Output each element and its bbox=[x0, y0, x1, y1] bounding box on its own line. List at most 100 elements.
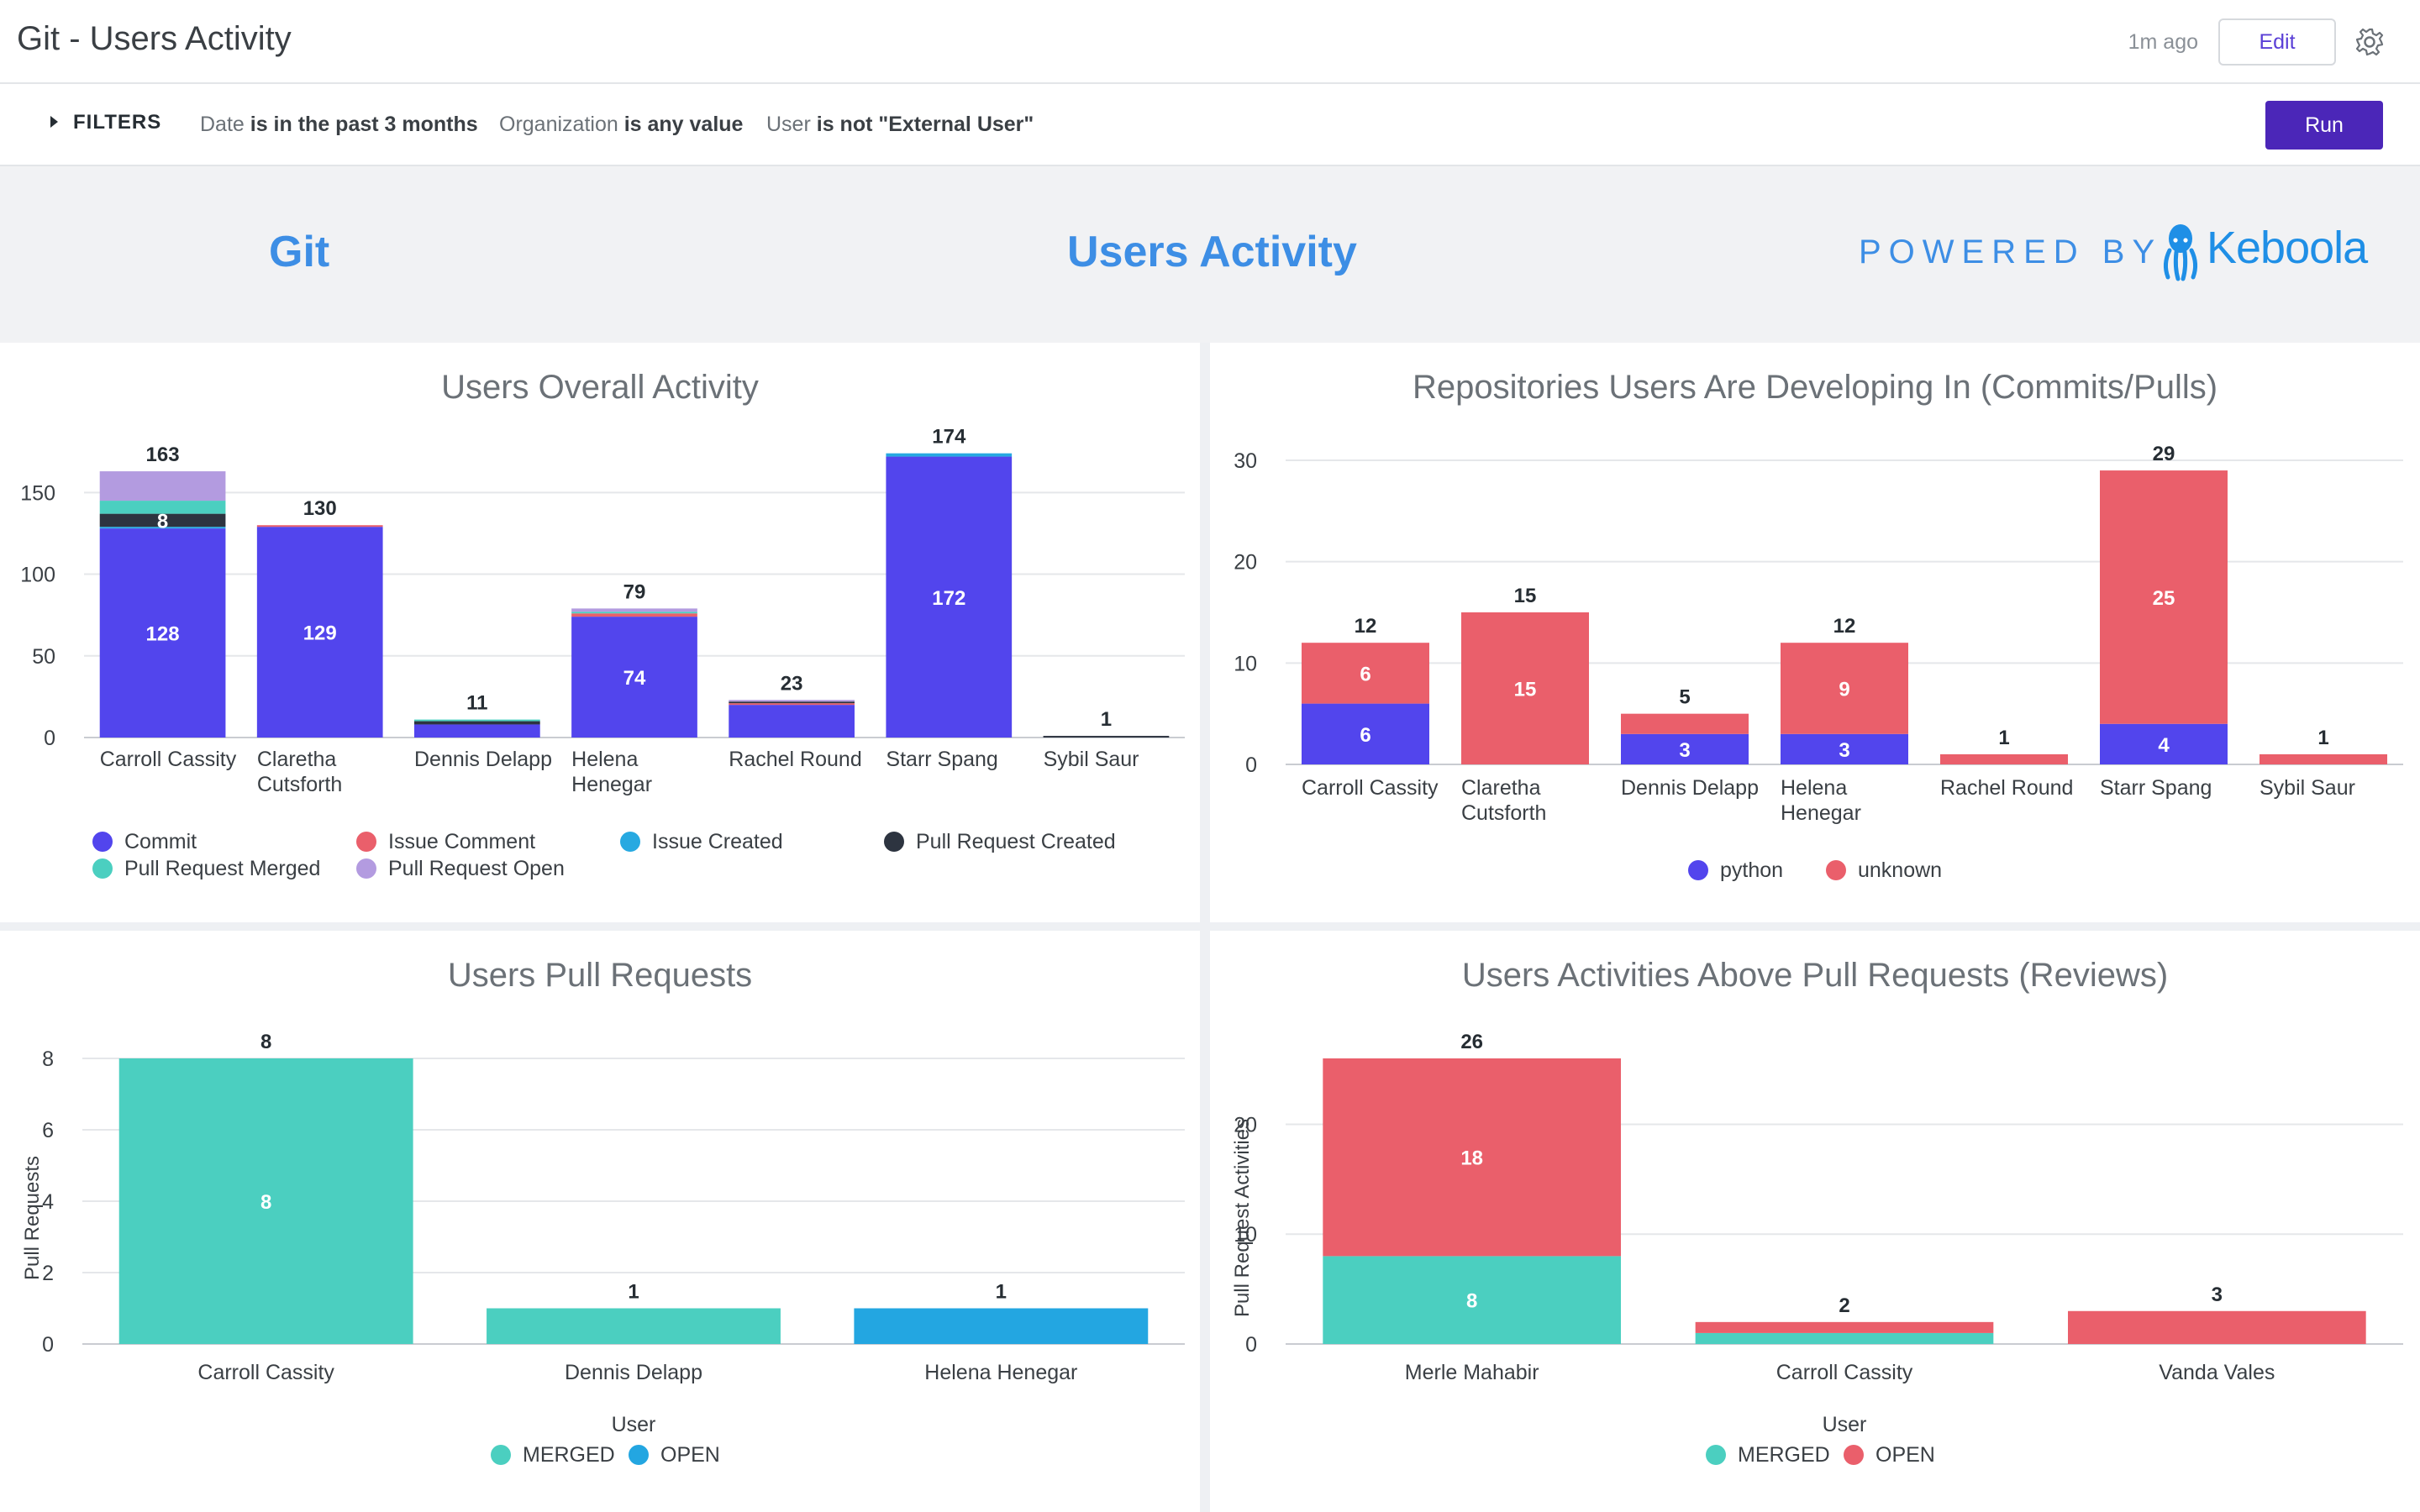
keboola-octopus-icon bbox=[2163, 224, 2198, 281]
bar-segment bbox=[1323, 1058, 1621, 1257]
bar-segment bbox=[99, 513, 226, 528]
dashboard-header: Git - Users Activity 1m ago Edit bbox=[0, 0, 2420, 84]
x-category-label: Helena bbox=[571, 748, 638, 771]
legend-swatch bbox=[92, 858, 113, 879]
filters-toggle[interactable]: FILTERS bbox=[50, 111, 161, 134]
bar-segment bbox=[118, 1058, 413, 1344]
y-axis-title: Pull Requests bbox=[21, 1156, 44, 1280]
x-category-label: Dennis Delapp bbox=[414, 748, 552, 771]
bar-segment-label: 3 bbox=[1679, 739, 1690, 762]
bar-total-label: 26 bbox=[1460, 1031, 1483, 1053]
y-axis-title: Pull Request Activities bbox=[1231, 1119, 1254, 1317]
chart-title: Users Pull Requests bbox=[448, 957, 752, 994]
x-category-label: Cutsforth bbox=[1461, 801, 1546, 825]
bar-segment bbox=[886, 456, 1013, 738]
bar-segment bbox=[1940, 753, 2068, 764]
dashboard-banner: Git Users Activity POWERED BY Keboola bbox=[0, 166, 2420, 343]
bar-segment bbox=[1461, 612, 1589, 764]
bar-segment bbox=[256, 525, 383, 528]
tile-repositories-users: Repositories Users Are Developing In (Co… bbox=[1210, 343, 2420, 922]
bar-segment-label: 6 bbox=[1360, 724, 1370, 747]
x-axis-title: User bbox=[612, 1413, 656, 1436]
bar-total-label: 8 bbox=[260, 1031, 271, 1053]
filter-field: Date bbox=[200, 113, 245, 136]
bar-total-label: 1 bbox=[1998, 727, 2009, 749]
bar-segment bbox=[1323, 1256, 1621, 1344]
x-category-label: Starr Spang bbox=[886, 748, 997, 771]
legend-swatch bbox=[1688, 860, 1708, 880]
bar-segment bbox=[487, 1308, 781, 1344]
chart-title: Users Overall Activity bbox=[441, 369, 759, 406]
bar-total-label: 11 bbox=[466, 692, 487, 715]
tile-users-reviews: Users Activities Above Pull Requests (Re… bbox=[1210, 931, 2420, 1512]
bar-segment bbox=[571, 617, 697, 738]
legend-swatch bbox=[92, 832, 113, 852]
bar-segment-label: 172 bbox=[932, 587, 965, 610]
x-category-label: Helena Henegar bbox=[924, 1361, 1077, 1384]
filter-organization[interactable]: Organization is any value bbox=[499, 113, 743, 137]
x-category-label: Cutsforth bbox=[257, 773, 342, 796]
users-pull-requests-chart: Users Pull Requests 0 2 4 6 8 8 Carroll Cassity… bbox=[21, 957, 1185, 1467]
y-tick-label: 0 bbox=[42, 1333, 54, 1357]
bar-segment bbox=[414, 724, 540, 738]
bar-segment-label: 74 bbox=[623, 667, 646, 690]
y-tick-label: 8 bbox=[42, 1047, 54, 1071]
filter-condition: is in the past 3 months bbox=[250, 113, 478, 136]
bar-segment bbox=[1302, 643, 1429, 704]
chart-title: Users Activities Above Pull Requests (Re… bbox=[1462, 957, 2168, 994]
filter-date[interactable]: Date is in the past 3 months bbox=[200, 113, 478, 137]
bar-total-label: 1 bbox=[1101, 708, 1112, 731]
users-reviews-chart: Users Activities Above Pull Requests (Re… bbox=[1231, 957, 2403, 1467]
legend-swatch bbox=[356, 832, 376, 852]
y-tick-label: 100 bbox=[20, 564, 55, 587]
bar-segment bbox=[99, 528, 226, 738]
bar-segment bbox=[729, 700, 855, 702]
legend-swatch bbox=[629, 1445, 649, 1465]
bar-segment bbox=[256, 527, 383, 738]
x-category-label: Starr Spang bbox=[2100, 776, 2212, 800]
bar-total-label: 12 bbox=[1355, 615, 1377, 638]
bar-total-label: 174 bbox=[932, 426, 966, 449]
bar-segment bbox=[729, 701, 855, 704]
bar-total-label: 163 bbox=[146, 444, 180, 466]
y-tick-label: 4 bbox=[42, 1190, 54, 1214]
legend-label: Pull Request Merged bbox=[124, 857, 320, 880]
bar-total-label: 2 bbox=[1839, 1294, 1849, 1317]
legend-label: Commit bbox=[124, 830, 197, 853]
x-category-label: Dennis Delapp bbox=[565, 1361, 702, 1384]
bar-segment-label: 4 bbox=[2158, 734, 2170, 757]
x-category-label: Claretha bbox=[1461, 776, 1541, 800]
edit-button[interactable]: Edit bbox=[2218, 18, 2336, 66]
legend-label: Issue Comment bbox=[388, 830, 535, 853]
banner-git-title: Git bbox=[269, 228, 330, 276]
bar-segment bbox=[729, 705, 855, 738]
tile-users-overall-activity: Users Overall Activity 0 50 100 150 163 Carrol… bbox=[0, 343, 1200, 922]
y-tick-label: 0 bbox=[44, 727, 55, 750]
bar-segment bbox=[2100, 470, 2228, 724]
filter-bar: FILTERS Date is in the past 3 months Org… bbox=[0, 84, 2420, 166]
legend-swatch bbox=[491, 1445, 511, 1465]
bar-segment bbox=[571, 612, 697, 614]
x-category-label: Henegar bbox=[1781, 801, 1861, 825]
y-tick-label: 10 bbox=[1234, 1223, 1257, 1247]
powered-by-label: POWERED BY bbox=[1859, 234, 2163, 270]
run-button[interactable]: Run bbox=[2265, 101, 2383, 150]
x-category-label: Sybil Saur bbox=[1044, 748, 1139, 771]
tile-users-pull-requests: Users Pull Requests 0 2 4 6 8 8 Carroll Cassity… bbox=[0, 931, 1200, 1512]
x-category-label: Sybil Saur bbox=[2260, 776, 2355, 800]
filter-field: Organization bbox=[499, 113, 618, 136]
bar-segment bbox=[1695, 1332, 1994, 1344]
gear-icon[interactable] bbox=[2353, 25, 2386, 59]
legend-label: python bbox=[1720, 858, 1783, 882]
y-tick-label: 50 bbox=[32, 645, 55, 669]
bar-segment-label: 8 bbox=[1466, 1290, 1477, 1313]
legend-label: MERGED bbox=[523, 1443, 615, 1467]
bar-segment bbox=[1781, 643, 1908, 734]
y-tick-label: 0 bbox=[1245, 1333, 1257, 1357]
bar-segment-label: 8 bbox=[157, 510, 168, 533]
legend-label: OPEN bbox=[660, 1443, 720, 1467]
x-category-label: Carroll Cassity bbox=[197, 1361, 334, 1384]
bar-segment bbox=[99, 501, 226, 514]
filter-user[interactable]: User is not "External User" bbox=[766, 113, 1034, 137]
bar-segment bbox=[2068, 1310, 2366, 1344]
